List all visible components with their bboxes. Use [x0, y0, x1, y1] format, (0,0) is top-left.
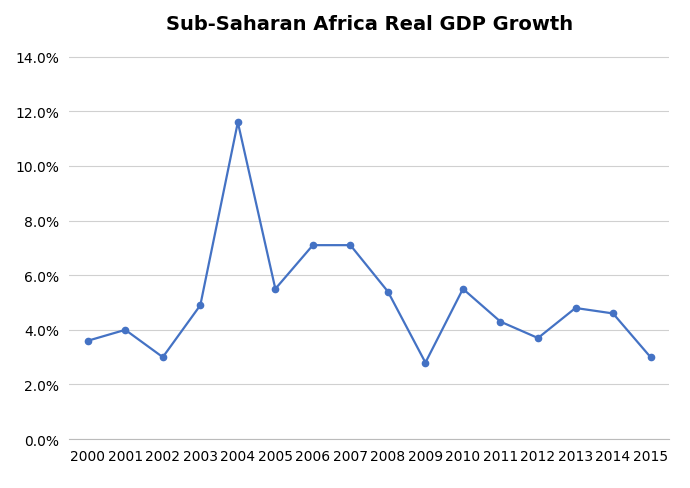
Title: Sub-Saharan Africa Real GDP Growth: Sub-Saharan Africa Real GDP Growth	[166, 15, 573, 34]
